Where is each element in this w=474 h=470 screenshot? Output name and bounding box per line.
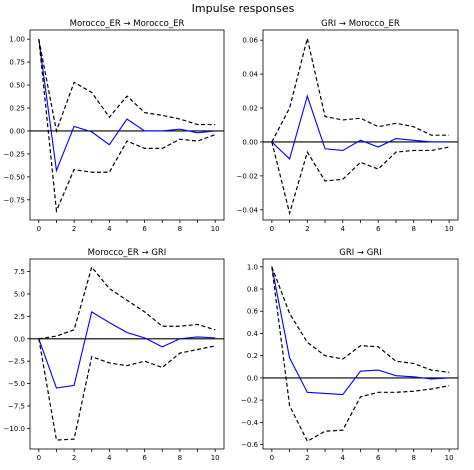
x-tick-label: 2 xyxy=(305,225,309,233)
x-tick-label: 8 xyxy=(411,454,415,462)
impulse-response-line xyxy=(38,39,216,173)
y-tick-label: −0.02 xyxy=(237,172,258,180)
y-tick-label: 0.2 xyxy=(247,352,258,360)
panel-title: GRI → Morocco_ER xyxy=(321,19,400,29)
y-tick-label: 2.5 xyxy=(14,313,25,321)
y-tick-label: 0.8 xyxy=(247,286,258,294)
y-tick-label: 0.50 xyxy=(9,82,25,90)
x-tick-label: 4 xyxy=(107,454,112,462)
y-tick-label: −0.2 xyxy=(241,397,258,405)
x-tick-label: 6 xyxy=(376,454,381,462)
confidence-band-upper xyxy=(271,38,450,143)
y-tick-label: −0.50 xyxy=(4,173,25,181)
x-tick-label: 4 xyxy=(107,225,112,233)
y-tick-label: −0.75 xyxy=(4,196,25,204)
y-tick-label: −0.25 xyxy=(4,150,25,158)
panel-title: Morocco_ER → GRI xyxy=(88,248,167,258)
chart-panel-3: Morocco_ER → GRI 0 2 4 6 8 10 7.5 5.0 2.5 0.0 −2.5 −… xyxy=(4,248,225,462)
x-tick-label: 8 xyxy=(178,454,182,462)
y-tick-label: −5.0 xyxy=(8,380,25,388)
x-tick-label: 0 xyxy=(37,225,41,233)
confidence-band-upper xyxy=(38,265,216,340)
figure-title: Impulse responses xyxy=(192,2,295,15)
y-tick-label: 5.0 xyxy=(14,290,25,298)
y-tick-label: 0.00 xyxy=(242,138,258,146)
y-tick-label: 0.75 xyxy=(9,59,25,67)
confidence-band-lower xyxy=(38,338,216,441)
y-tick-label: −10.0 xyxy=(4,425,25,433)
y-tick-label: 0.04 xyxy=(242,71,258,79)
x-tick-label: 4 xyxy=(341,454,346,462)
y-tick-label: 0.00 xyxy=(9,127,25,135)
y-tick-label: 0.6 xyxy=(247,308,259,316)
y-tick-label: 0.0 xyxy=(247,374,258,382)
y-tick-label: 0.25 xyxy=(9,105,25,113)
x-tick-label: 0 xyxy=(37,454,41,462)
y-tick-label: −0.6 xyxy=(241,441,259,449)
x-tick-label: 8 xyxy=(411,225,415,233)
x-tick-label: 0 xyxy=(270,454,274,462)
x-tick-label: 2 xyxy=(72,454,76,462)
panel-title: GRI → GRI xyxy=(339,248,382,258)
x-tick-label: 4 xyxy=(341,225,346,233)
impulse-response-line xyxy=(38,311,216,389)
x-tick-label: 10 xyxy=(211,225,220,233)
x-tick-label: 6 xyxy=(142,225,147,233)
x-tick-label: 6 xyxy=(142,454,147,462)
panel-title: Morocco_ER → Morocco_ER xyxy=(70,19,185,29)
y-tick-label: 1.0 xyxy=(247,263,258,271)
chart-panel-1: Morocco_ER → Morocco_ER 0 2 4 6 8 10 1.00 0.75 0.… xyxy=(4,19,225,233)
y-tick-label: 0.4 xyxy=(247,330,259,338)
axes-frame xyxy=(262,29,459,221)
confidence-band-lower xyxy=(271,266,450,443)
chart-panel-4: GRI → GRI 0 2 4 6 8 10 1.0 0.8 0.6 0.4 0.2 0.0 −0.2 −0… xyxy=(241,248,459,462)
x-tick-label: 8 xyxy=(178,225,182,233)
x-tick-label: 10 xyxy=(445,454,454,462)
y-tick-label: −0.4 xyxy=(241,419,259,427)
x-tick-label: 10 xyxy=(445,225,454,233)
x-tick-label: 6 xyxy=(376,225,381,233)
axes-frame xyxy=(29,258,225,450)
impulse-response-line xyxy=(271,94,450,160)
y-tick-label: −7.5 xyxy=(8,402,25,410)
x-tick-label: 2 xyxy=(72,225,76,233)
confidence-band-lower xyxy=(271,141,450,216)
x-tick-label: 10 xyxy=(211,454,220,462)
y-tick-label: 7.5 xyxy=(14,268,25,276)
y-tick-label: 0.0 xyxy=(14,335,25,343)
y-tick-label: 0.02 xyxy=(242,105,258,113)
y-tick-label: −0.04 xyxy=(237,206,259,214)
confidence-band-upper xyxy=(38,39,216,134)
confidence-band-lower xyxy=(38,39,216,214)
x-tick-label: 0 xyxy=(270,225,274,233)
y-tick-label: −2.5 xyxy=(8,358,25,366)
confidence-band-upper xyxy=(271,266,450,373)
axes-frame xyxy=(262,258,459,450)
y-tick-label: 1.00 xyxy=(9,36,25,44)
y-tick-label: 0.06 xyxy=(242,37,258,45)
impulse-response-line xyxy=(271,266,450,396)
x-tick-label: 2 xyxy=(305,454,309,462)
chart-panel-2: GRI → Morocco_ER 0 2 4 6 8 10 0.06 0.04 0.02 0.00 −… xyxy=(237,19,459,233)
